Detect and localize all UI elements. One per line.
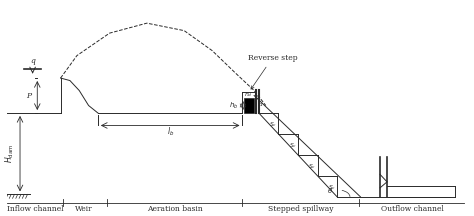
- Text: Reverse step: Reverse step: [247, 54, 297, 89]
- Text: $l_b$: $l_b$: [166, 126, 174, 138]
- Text: $S_c$: $S_c$: [289, 141, 297, 150]
- Text: Inflow channel: Inflow channel: [7, 205, 63, 213]
- Text: $S_c$: $S_c$: [328, 183, 337, 192]
- Text: q: q: [30, 57, 35, 65]
- Text: a: a: [259, 102, 263, 106]
- Bar: [244, 98, 254, 113]
- Text: $h_b$: $h_b$: [229, 100, 239, 111]
- Text: $S_c$: $S_c$: [309, 162, 317, 171]
- Text: $\theta$: $\theta$: [327, 186, 333, 195]
- Text: P: P: [27, 92, 31, 100]
- Text: Stepped spillway: Stepped spillway: [268, 205, 334, 213]
- Text: Weir: Weir: [75, 205, 93, 213]
- Text: $h_d$: $h_d$: [244, 91, 253, 100]
- Text: Aeration basin: Aeration basin: [147, 205, 203, 213]
- Text: $S_c$: $S_c$: [269, 120, 278, 129]
- Text: b: b: [255, 95, 259, 100]
- Text: Outflow channel: Outflow channel: [381, 205, 444, 213]
- Text: $H_{\rm dam}$: $H_{\rm dam}$: [3, 144, 16, 163]
